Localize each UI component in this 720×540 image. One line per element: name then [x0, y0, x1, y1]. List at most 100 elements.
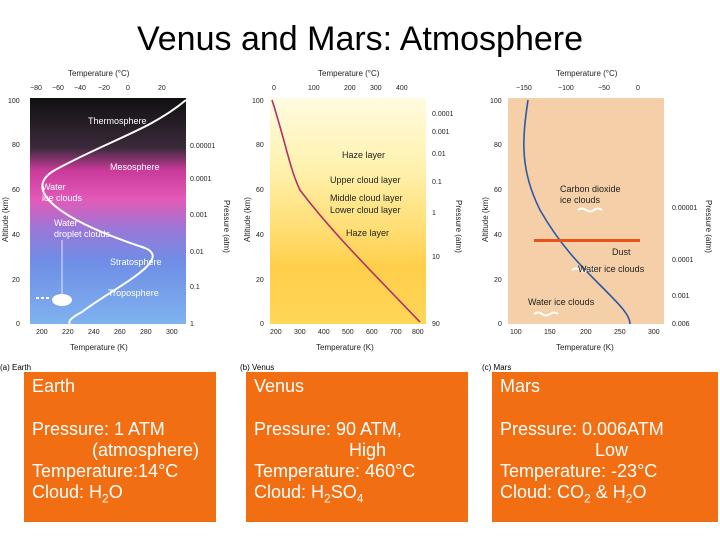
mars-label-co2: Carbon dioxide [560, 184, 621, 194]
page-title: Venus and Mars: Atmosphere [136, 20, 584, 58]
mars-co2-cloud-icon [577, 207, 603, 213]
venus-label-haze-lower: Haze layer [346, 228, 389, 238]
mars-layer-labels: Carbon dioxide ice clouds Dust Water ice… [528, 184, 645, 307]
venus-plot-background [270, 98, 426, 324]
earth-label-troposphere: Troposphere [108, 288, 159, 298]
earth-left-tick: 40 [12, 232, 20, 239]
earth-right-tick: 0.001 [190, 212, 208, 219]
earth-bottom-tick: 280 [140, 329, 152, 336]
venus-top-axis-title: Temperature (°C) [318, 69, 380, 78]
earth-top-tick: 0 [126, 85, 130, 92]
mars-right-tick: 0.0001 [672, 257, 694, 264]
mars-low-cloud-icon [533, 311, 559, 317]
earth-bottom-tick: 300 [166, 329, 178, 336]
mars-bottom-tick: 250 [614, 329, 626, 336]
earth-top-ticks: −80 −60 −40 −20 0 20 [30, 85, 166, 92]
mars-left-tick: 40 [494, 232, 502, 239]
venus-left-tick: 80 [256, 142, 264, 149]
mars-info-box: Mars Pressure: 0.006ATM Low Temperature:… [492, 372, 718, 522]
mars-panel: Temperature (°C) −150 −100 −50 0 Carbon … [481, 69, 713, 372]
mars-bottom-tick: 150 [544, 329, 556, 336]
mars-top-ticks: −150 −100 −50 0 [516, 85, 640, 92]
earth-info-box: Earth Pressure: 1 ATM (atmosphere) Tempe… [24, 372, 216, 522]
earth-temperature-curve [41, 99, 187, 325]
mars-label-water-ice-upper: Water ice clouds [578, 264, 645, 274]
venus-top-tick: 100 [308, 85, 320, 92]
venus-temperature-text: Temperature: 460°C [254, 461, 416, 481]
venus-panel: Temperature (°C) 0 100 200 300 400 Haze … [240, 69, 463, 372]
earth-bottom-ticks: 200 220 240 260 280 300 [36, 329, 178, 336]
venus-right-tick: 0.01 [432, 151, 446, 158]
venus-cloud-mid: SO [330, 482, 357, 502]
earth-cloud-prefix: Cloud: H [32, 482, 103, 502]
mars-left-tick: 60 [494, 187, 502, 194]
earth-label-stratosphere: Stratosphere [110, 257, 162, 267]
mars-bottom-tick: 200 [580, 329, 592, 336]
venus-cloud-sub2: 4 [356, 491, 364, 506]
mars-temperature-text: Temperature: -23°C [500, 461, 658, 481]
mars-cloud-text: Cloud: CO2 & H2O [500, 482, 710, 510]
earth-label-ice-clouds: ice clouds [42, 193, 83, 203]
venus-top-tick: 300 [370, 85, 382, 92]
earth-left-axis-title: Altitude (km) [1, 197, 10, 242]
venus-bottom-tick: 400 [318, 329, 330, 336]
venus-right-tick: 90 [432, 321, 440, 328]
venus-bottom-axis-title: Temperature (K) [316, 343, 374, 352]
venus-info-box: Venus Pressure: 90 ATM, High Temperature… [246, 372, 468, 522]
mars-cloud-sub: 2 [584, 491, 591, 506]
venus-top-tick: 0 [272, 85, 276, 92]
venus-bottom-ticks: 200 300 400 500 600 700 800 [270, 329, 424, 336]
venus-bottom-tick: 700 [390, 329, 402, 336]
mars-right-tick: 0.00001 [672, 205, 697, 212]
mars-bottom-tick: 300 [648, 329, 660, 336]
earth-caption: (a) Earth [0, 363, 31, 372]
mars-left-tick: 80 [494, 142, 502, 149]
venus-right-tick: 0.1 [432, 179, 442, 186]
venus-right-tick: 1 [432, 210, 436, 217]
earth-top-tick: −20 [98, 85, 110, 92]
earth-bottom-tick: 200 [36, 329, 48, 336]
mars-left-tick: 0 [498, 321, 502, 328]
mars-left-ticks: 100 80 60 40 20 0 [490, 98, 502, 328]
venus-caption: (b) Venus [240, 363, 274, 372]
mars-left-tick: 20 [494, 277, 502, 284]
mars-label-co2-ice: ice clouds [560, 195, 601, 205]
mars-right-tick: 0.001 [672, 293, 690, 300]
venus-left-tick: 60 [256, 187, 264, 194]
earth-label-thermosphere: Thermosphere [88, 116, 147, 126]
earth-top-tick: 20 [158, 85, 166, 92]
mars-top-tick: 0 [636, 85, 640, 92]
venus-cloud-sub: 2 [324, 491, 331, 506]
mars-pressure-text: Pressure: 0.006ATM [500, 419, 664, 439]
mars-right-axis-title: Pressure (atm) [704, 200, 713, 253]
earth-region-labels: Thermosphere Mesosphere Water ice clouds… [42, 116, 162, 298]
earth-right-tick: 0.0001 [190, 176, 212, 183]
mars-cloud-prefix: Cloud: CO [500, 482, 585, 502]
venus-bottom-tick: 500 [342, 329, 354, 336]
earth-top-tick: −80 [30, 85, 42, 92]
mars-cloud-sub2: 2 [625, 491, 633, 506]
earth-label-water-droplet: Water [54, 218, 78, 228]
venus-bottom-tick: 200 [270, 329, 282, 336]
earth-right-tick: 0.01 [190, 249, 204, 256]
earth-bottom-tick: 260 [114, 329, 126, 336]
mars-top-tick: −100 [558, 85, 574, 92]
earth-panel: Temperature (°C) −80 −60 −40 −20 0 20 Th… [0, 69, 231, 372]
mars-pressure-note: Low [595, 440, 629, 460]
venus-box-heading: Venus [254, 376, 305, 396]
mars-cloud-mid: & H [590, 482, 626, 502]
earth-top-tick: −60 [52, 85, 64, 92]
mars-dust-layer [534, 239, 640, 242]
mars-label-water-ice-lower: Water ice clouds [528, 297, 595, 307]
venus-bottom-tick: 600 [366, 329, 378, 336]
mars-top-axis-title: Temperature (°C) [556, 69, 618, 78]
earth-right-tick: 1 [190, 321, 194, 328]
earth-box-heading: Earth [32, 376, 76, 396]
venus-right-tick: 10 [432, 254, 440, 261]
earth-label-water-ice: Water [42, 182, 66, 192]
mars-cloud-suffix: O [632, 482, 647, 502]
earth-cloud-suffix: O [108, 482, 123, 502]
earth-bottom-tick: 240 [88, 329, 100, 336]
venus-right-axis-title: Pressure (atm) [454, 200, 463, 253]
earth-cloud-sub: 2 [102, 491, 109, 506]
